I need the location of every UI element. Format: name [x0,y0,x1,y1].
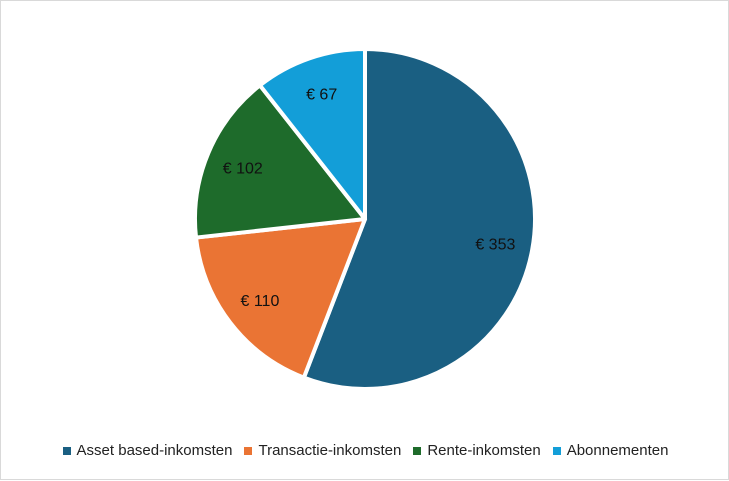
slice-label-2: € 102 [223,161,263,178]
legend-label-2: Rente-inkomsten [427,442,541,459]
legend-item-0: Asset based-inkomsten [62,442,233,459]
pie-slice-2 [193,83,367,240]
pie-slice-3 [257,47,367,221]
legend-item-1: Transactie-inkomsten [244,442,401,459]
legend-swatch-3 [552,446,561,455]
legend: Asset based-inkomsten Transactie-inkomste… [1,442,729,459]
legend-label-1: Transactie-inkomsten [258,442,402,459]
legend-swatch-0 [62,446,71,455]
slice-label-1: € 110 [241,293,280,310]
pie-slice-1 [194,217,367,380]
legend-item-3: Abonnementen [552,442,669,459]
slice-label-0: € 353 [475,236,515,253]
legend-label-3: Abonnementen [566,442,669,459]
legend-swatch-2 [413,446,422,455]
legend-label-0: Asset based-inkomsten [76,442,233,459]
legend-item-2: Rente-inkomsten [413,442,541,459]
legend-swatch-1 [244,446,253,455]
slice-label-3: € 67 [306,87,337,104]
pie-slice-0 [301,47,537,391]
